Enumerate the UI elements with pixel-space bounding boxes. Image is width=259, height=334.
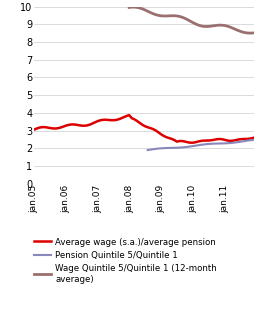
Legend: Average wage (s.a.)/average pension, Pension Quintile 5/Quintile 1, Wage Quintil: Average wage (s.a.)/average pension, Pen… xyxy=(34,237,217,284)
